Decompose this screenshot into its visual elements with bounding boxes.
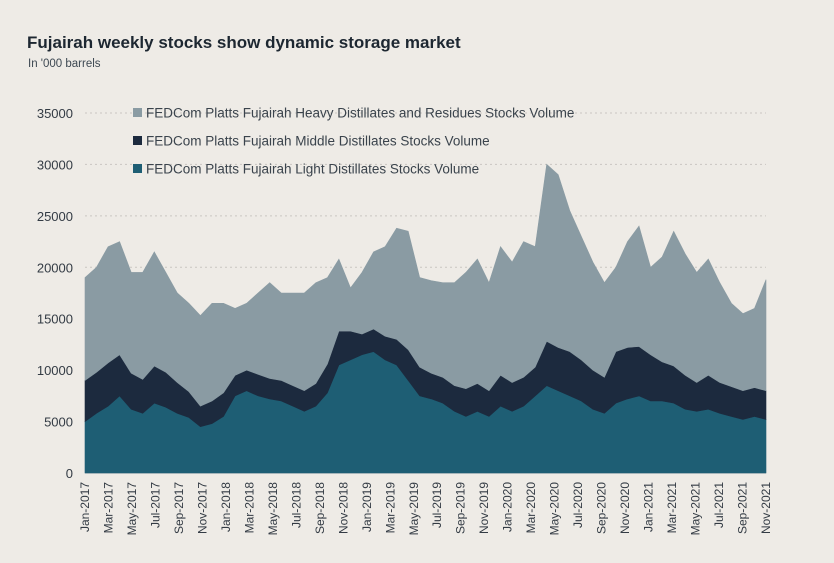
y-tick-label: 25000 <box>37 209 73 224</box>
chart-subtitle: In '000 barrels <box>28 58 101 70</box>
x-tick-label: Nov-2021 <box>759 482 773 534</box>
legend-label: FEDCom Platts Fujairah Light Distillates… <box>146 162 479 177</box>
x-tick-label: May-2019 <box>407 482 421 536</box>
x-tick-label: Mar-2017 <box>101 482 115 534</box>
x-tick-label: Mar-2020 <box>524 482 538 534</box>
x-tick-label: Nov-2020 <box>618 482 632 534</box>
legend-label: FEDCom Platts Fujairah Middle Distillate… <box>146 134 490 149</box>
x-tick-label: Jan-2021 <box>642 482 656 532</box>
area-series-band <box>84 163 767 407</box>
y-tick-label: 5000 <box>44 415 73 430</box>
x-tick-label: Mar-2018 <box>242 482 256 534</box>
legend-swatch <box>133 136 142 145</box>
x-tick-label: Sep-2020 <box>595 482 609 534</box>
x-tick-label: Jul-2020 <box>571 482 585 528</box>
x-tick-label: Mar-2019 <box>383 482 397 534</box>
y-tick-label: 30000 <box>37 157 73 172</box>
x-tick-label: Jul-2017 <box>148 482 162 528</box>
x-tick-label: Sep-2017 <box>172 482 186 534</box>
y-tick-label: 20000 <box>37 260 73 275</box>
y-tick-label: 15000 <box>37 312 73 327</box>
y-axis: 0 5000 10000 15000 20000 25000 30000 35000 <box>37 106 73 481</box>
legend-item: FEDCom Platts Fujairah Light Distillates… <box>133 162 479 177</box>
x-tick-label: Sep-2018 <box>313 482 327 534</box>
area-series <box>84 163 767 474</box>
x-tick-label: Nov-2019 <box>477 482 491 534</box>
x-tick-label: Jan-2018 <box>219 482 233 532</box>
x-tick-label: Jan-2017 <box>78 482 92 532</box>
chart-title: Fujairah weekly stocks show dynamic stor… <box>27 33 461 52</box>
x-tick-label: Jan-2019 <box>360 482 374 532</box>
legend-swatch <box>133 108 142 117</box>
y-tick-label: 0 <box>66 466 73 481</box>
x-tick-label: Jul-2021 <box>712 482 726 528</box>
y-tick-label: 35000 <box>37 106 73 121</box>
x-axis: Jan-2017 Mar-2017 May-2017 Jul-2017 Sep-2017… <box>78 482 773 536</box>
x-tick-label: Jan-2020 <box>501 482 515 532</box>
x-tick-label: Nov-2017 <box>195 482 209 534</box>
legend-item: FEDCom Platts Fujairah Middle Distillate… <box>133 134 490 149</box>
x-tick-label: May-2018 <box>266 482 280 536</box>
x-tick-label: May-2017 <box>125 482 139 536</box>
legend-item: FEDCom Platts Fujairah Heavy Distillates… <box>133 106 574 121</box>
y-tick-label: 10000 <box>37 363 73 378</box>
legend: FEDCom Platts Fujairah Heavy Distillates… <box>133 106 574 177</box>
x-tick-label: May-2020 <box>548 482 562 536</box>
x-tick-label: Mar-2021 <box>665 482 679 534</box>
x-tick-label: May-2021 <box>689 482 703 536</box>
x-tick-label: Sep-2019 <box>454 482 468 534</box>
legend-swatch <box>133 164 142 173</box>
legend-label: FEDCom Platts Fujairah Heavy Distillates… <box>146 106 574 121</box>
x-tick-label: Nov-2018 <box>336 482 350 534</box>
x-tick-label: Sep-2021 <box>736 482 750 534</box>
x-tick-label: Jul-2018 <box>289 482 303 528</box>
x-tick-label: Jul-2019 <box>430 482 444 528</box>
